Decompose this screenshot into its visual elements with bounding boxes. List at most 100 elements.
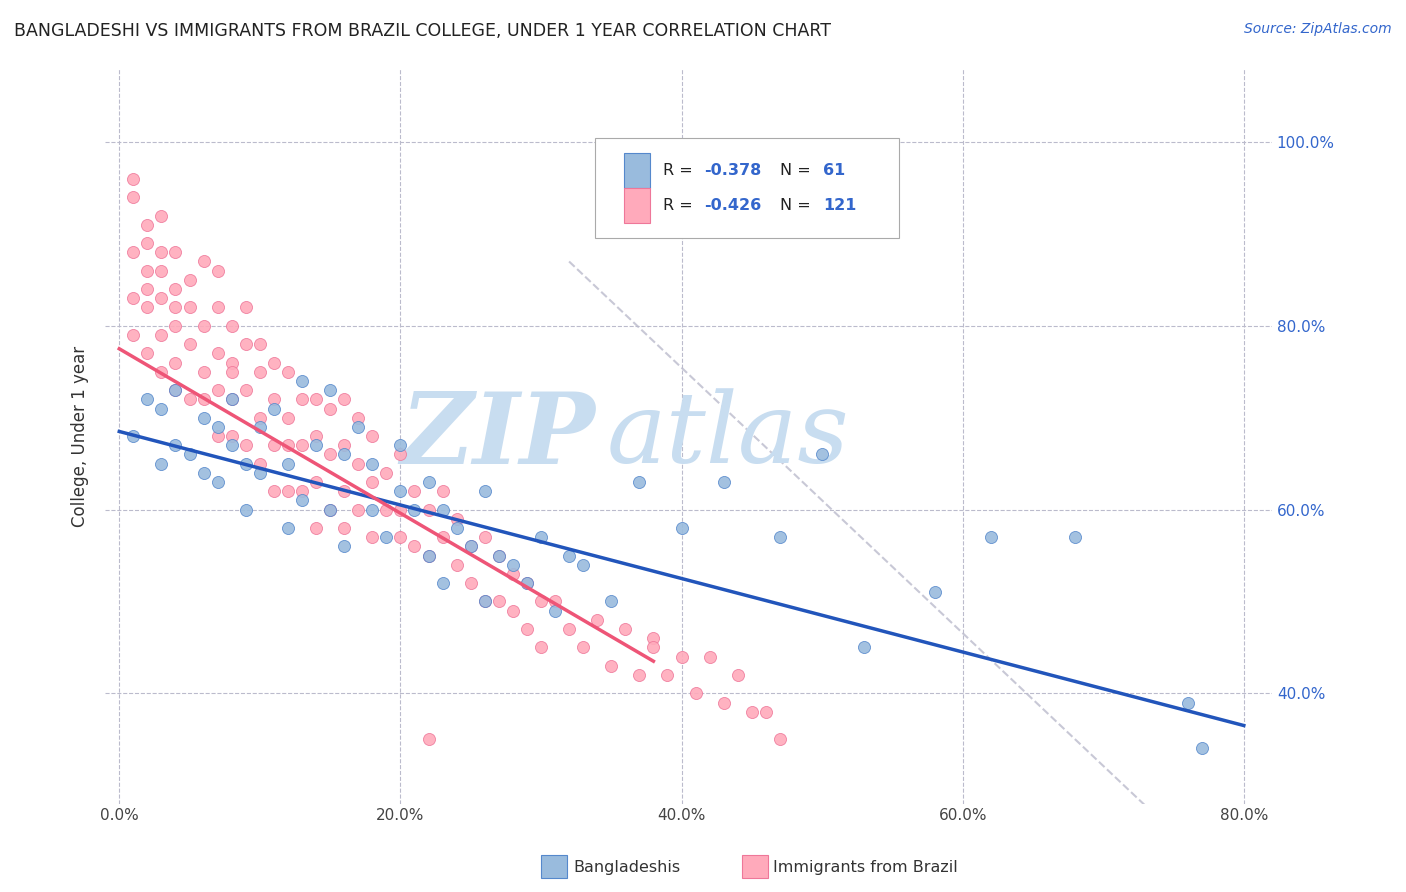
Point [235, 337, 257, 351]
Point [404, 502, 426, 516]
Point [207, 346, 229, 360]
Point [193, 466, 215, 480]
Point [249, 466, 271, 480]
Point [319, 401, 342, 416]
Text: R =: R = [662, 163, 697, 178]
Point [460, 539, 482, 553]
Point [671, 649, 693, 664]
Point [207, 475, 229, 489]
Point [530, 594, 553, 608]
Point [980, 530, 1002, 544]
Point [347, 420, 370, 434]
Point [924, 585, 946, 599]
Point [643, 631, 665, 645]
Point [263, 484, 285, 499]
Point [122, 171, 145, 186]
Point [263, 438, 285, 452]
Point [207, 429, 229, 443]
Point [685, 686, 707, 700]
Point [221, 365, 243, 379]
Point [319, 447, 342, 461]
Point [305, 392, 328, 407]
Point [446, 521, 468, 535]
Point [446, 512, 468, 526]
Point [713, 696, 735, 710]
Point [193, 318, 215, 333]
Point [769, 732, 792, 747]
Text: BANGLADESHI VS IMMIGRANTS FROM BRAZIL COLLEGE, UNDER 1 YEAR CORRELATION CHART: BANGLADESHI VS IMMIGRANTS FROM BRAZIL CO… [14, 22, 831, 40]
FancyBboxPatch shape [595, 138, 898, 237]
Point [150, 209, 173, 223]
Point [291, 374, 314, 388]
Point [165, 282, 187, 296]
Point [193, 365, 215, 379]
Point [333, 447, 356, 461]
Point [699, 649, 721, 664]
Point [741, 705, 763, 719]
Point [347, 410, 370, 425]
Point [179, 447, 201, 461]
Point [249, 420, 271, 434]
Point [572, 558, 595, 572]
Point [418, 549, 440, 563]
Point [235, 383, 257, 397]
Point [516, 576, 538, 591]
Point [600, 594, 623, 608]
Point [179, 301, 201, 315]
Text: R =: R = [662, 198, 697, 213]
Point [165, 355, 187, 369]
Point [235, 502, 257, 516]
Text: Immigrants from Brazil: Immigrants from Brazil [773, 860, 957, 874]
Point [713, 475, 735, 489]
Bar [624, 187, 650, 223]
Point [249, 365, 271, 379]
Point [136, 282, 159, 296]
Text: N =: N = [779, 163, 815, 178]
Point [193, 392, 215, 407]
Point [460, 576, 482, 591]
Point [333, 521, 356, 535]
Point [122, 190, 145, 204]
Point [305, 429, 328, 443]
Point [165, 318, 187, 333]
Point [657, 668, 679, 682]
Point [150, 401, 173, 416]
Point [460, 539, 482, 553]
Point [418, 732, 440, 747]
Text: 121: 121 [823, 198, 856, 213]
Point [389, 447, 412, 461]
Point [277, 438, 299, 452]
Point [488, 594, 510, 608]
Point [291, 484, 314, 499]
Point [235, 301, 257, 315]
Point [277, 457, 299, 471]
Point [544, 604, 567, 618]
Point [375, 530, 398, 544]
Point [207, 301, 229, 315]
Point [122, 291, 145, 305]
Point [432, 530, 454, 544]
Point [418, 475, 440, 489]
Point [432, 576, 454, 591]
Point [333, 392, 356, 407]
Point [193, 410, 215, 425]
Point [333, 539, 356, 553]
Point [235, 457, 257, 471]
Point [558, 622, 581, 636]
Point [221, 392, 243, 407]
Point [671, 521, 693, 535]
Point [628, 475, 651, 489]
Text: -0.378: -0.378 [704, 163, 761, 178]
Point [474, 484, 496, 499]
Point [853, 640, 876, 655]
Point [755, 705, 778, 719]
Point [432, 484, 454, 499]
Point [333, 484, 356, 499]
Point [263, 392, 285, 407]
Point [305, 438, 328, 452]
Point [150, 328, 173, 343]
Point [474, 594, 496, 608]
Point [235, 438, 257, 452]
Point [389, 438, 412, 452]
Point [319, 502, 342, 516]
